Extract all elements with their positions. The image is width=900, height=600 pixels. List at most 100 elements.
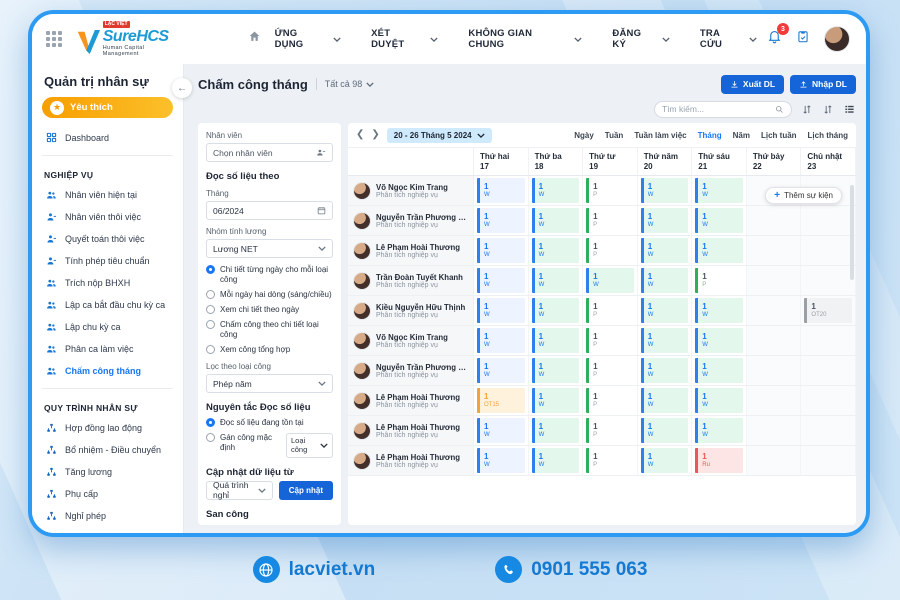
employee-cell[interactable]: Lê Phạm Hoài Thương Phân tích nghiệp vụ	[348, 386, 474, 415]
day-cell[interactable]	[746, 416, 802, 445]
sidebar-item[interactable]: Lập ca bắt đầu chu kỳ ca	[32, 294, 183, 316]
favorites-button[interactable]: ★ Yêu thích	[42, 97, 173, 118]
import-button[interactable]: Nhập DL	[790, 74, 856, 94]
day-cell[interactable]	[746, 206, 802, 235]
read-rule-radio[interactable]: Đọc số liệu đang tồn tại	[206, 418, 333, 428]
sort-ascending-icon[interactable]	[801, 104, 813, 115]
date-range-chip[interactable]: 20 - 26 Tháng 5 2024	[386, 127, 492, 143]
day-cell[interactable]	[746, 296, 802, 325]
nav-menu-item[interactable]: TRA CỨU	[700, 28, 757, 50]
sidebar-item[interactable]: Chấm công tháng	[32, 360, 183, 382]
notification-bell-icon[interactable]: 3	[767, 23, 789, 49]
employee-cell[interactable]: Nguyễn Trần Phương Thảo Phân tích nghiệp…	[348, 356, 474, 385]
update-source-select[interactable]: Quá trình nghỉ	[206, 480, 273, 500]
view-tab[interactable]: Tháng	[697, 130, 722, 140]
home-icon[interactable]	[248, 30, 261, 48]
day-cell[interactable]	[801, 206, 856, 235]
day-cell[interactable]	[801, 266, 856, 295]
user-avatar[interactable]	[824, 26, 850, 52]
search-box[interactable]	[654, 100, 792, 118]
view-tab[interactable]: Lịch tháng	[807, 130, 848, 140]
sidebar-item[interactable]: Bổ nhiệm - Điều chuyển	[32, 439, 183, 461]
day-cell[interactable]	[746, 356, 802, 385]
day-cell[interactable]: 1 OT20	[801, 296, 856, 325]
salary-group-select[interactable]: Lương NET	[206, 239, 333, 258]
sidebar-item[interactable]: Hợp đồng lao động	[32, 417, 183, 439]
sort-descending-icon[interactable]	[822, 104, 834, 115]
day-cell[interactable]	[746, 266, 802, 295]
list-view-icon[interactable]	[843, 104, 856, 115]
employee-cell[interactable]: Nguyễn Trần Phương Thảo Phân tích nghiệp…	[348, 206, 474, 235]
scope-filter[interactable]: Tất cả 98	[325, 79, 375, 89]
sidebar-item-dashboard[interactable]: Dashboard	[32, 126, 183, 149]
footer-phone[interactable]: 0901 555 063	[495, 556, 647, 583]
employee-cell[interactable]: Võ Ngọc Kim Trang Phân tích nghiệp vụ	[348, 176, 474, 205]
view-tab[interactable]: Tuần	[604, 130, 624, 140]
sidebar-item[interactable]: Quyết toán thôi việc	[32, 228, 183, 250]
day-cell[interactable]	[801, 356, 856, 385]
vertical-scrollbar[interactable]	[850, 185, 854, 280]
nav-menu-item[interactable]: ỨNG DỤNG	[275, 28, 342, 50]
sidebar-item[interactable]: Tính phép tiêu chuẩn	[32, 250, 183, 272]
display-mode-radio[interactable]: Mỗi ngày hai dòng (sáng/chiều)	[206, 290, 333, 300]
day-cell[interactable]	[801, 416, 856, 445]
day-cell[interactable]	[801, 236, 856, 265]
sidebar-item[interactable]: Phụ cấp	[32, 483, 183, 505]
month-input[interactable]	[213, 205, 313, 216]
employee-cell[interactable]: Trần Đoàn Tuyết Khanh Phân tích nghiệp v…	[348, 266, 474, 295]
employee-picker[interactable]	[206, 143, 333, 162]
sidebar-item[interactable]: Nhân viên hiện tại	[32, 184, 183, 206]
sidebar-item[interactable]: Nhân viên thôi việc	[32, 206, 183, 228]
display-mode-radio[interactable]: Xem chi tiết theo ngày	[206, 305, 333, 315]
